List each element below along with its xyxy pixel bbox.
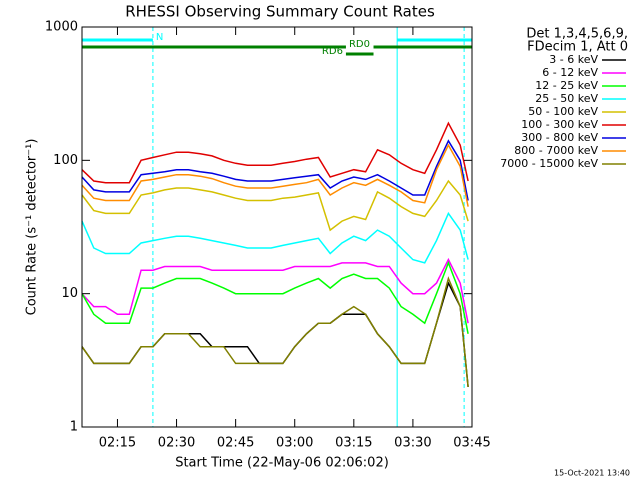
legend-label: 6 - 12 keV [542, 66, 598, 79]
legend-label: 100 - 300 keV [521, 118, 598, 131]
legend-label: 7000 - 15000 keV [500, 157, 598, 170]
flag-label: RD0 [349, 39, 370, 50]
legend-label: 800 - 7000 keV [514, 144, 598, 157]
legend-header: Det 1,3,4,5,6,9, [526, 27, 628, 42]
series-line [81, 276, 469, 387]
y-tick-label: 1000 [45, 20, 78, 35]
series-line [81, 281, 469, 387]
x-tick-label: 03:30 [394, 436, 431, 451]
series-line [81, 179, 469, 232]
legend-label: 25 - 50 keV [535, 92, 598, 105]
series-line [81, 139, 469, 201]
legend-label: 12 - 25 keV [535, 79, 598, 92]
x-tick-label: 03:15 [335, 436, 372, 451]
legend-label: 300 - 800 keV [521, 131, 598, 144]
flag-label: RD6 [322, 46, 343, 57]
y-tick-label: 100 [53, 153, 78, 168]
plot-frame [81, 26, 473, 428]
legend-label: 3 - 6 keV [549, 53, 598, 66]
x-tick-label: 02:45 [217, 436, 254, 451]
x-tick-label: 03:45 [453, 436, 490, 451]
chart-title: RHESSI Observing Summary Count Rates [125, 3, 435, 21]
flag-label: N [156, 32, 163, 43]
series-line [81, 121, 469, 184]
x-tick-label: 02:15 [99, 436, 136, 451]
y-axis-label: Count Rate (s⁻¹ detector⁻¹) [25, 139, 40, 316]
series-line [81, 260, 469, 334]
y-tick-label: 1 [70, 420, 78, 435]
series-line [81, 257, 469, 324]
series-line [81, 211, 469, 264]
series-line [81, 143, 469, 207]
y-tick-label: 10 [61, 286, 78, 301]
legend-header: FDecim 1, Att 0 [527, 40, 628, 55]
x-tick-label: 03:00 [276, 436, 313, 451]
x-axis-label: Start Time (22-May-06 02:06:02) [175, 456, 389, 471]
timestamp: 15-Oct-2021 13:40 [554, 469, 630, 478]
legend-label: 50 - 100 keV [528, 105, 598, 118]
x-tick-label: 02:30 [158, 436, 195, 451]
